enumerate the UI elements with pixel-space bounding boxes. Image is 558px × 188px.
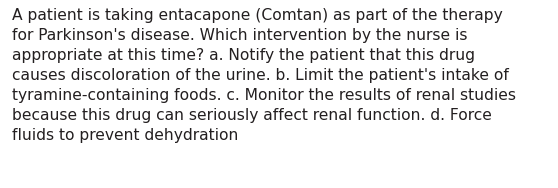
Text: A patient is taking entacapone (Comtan) as part of the therapy
for Parkinson's d: A patient is taking entacapone (Comtan) …: [12, 8, 516, 143]
